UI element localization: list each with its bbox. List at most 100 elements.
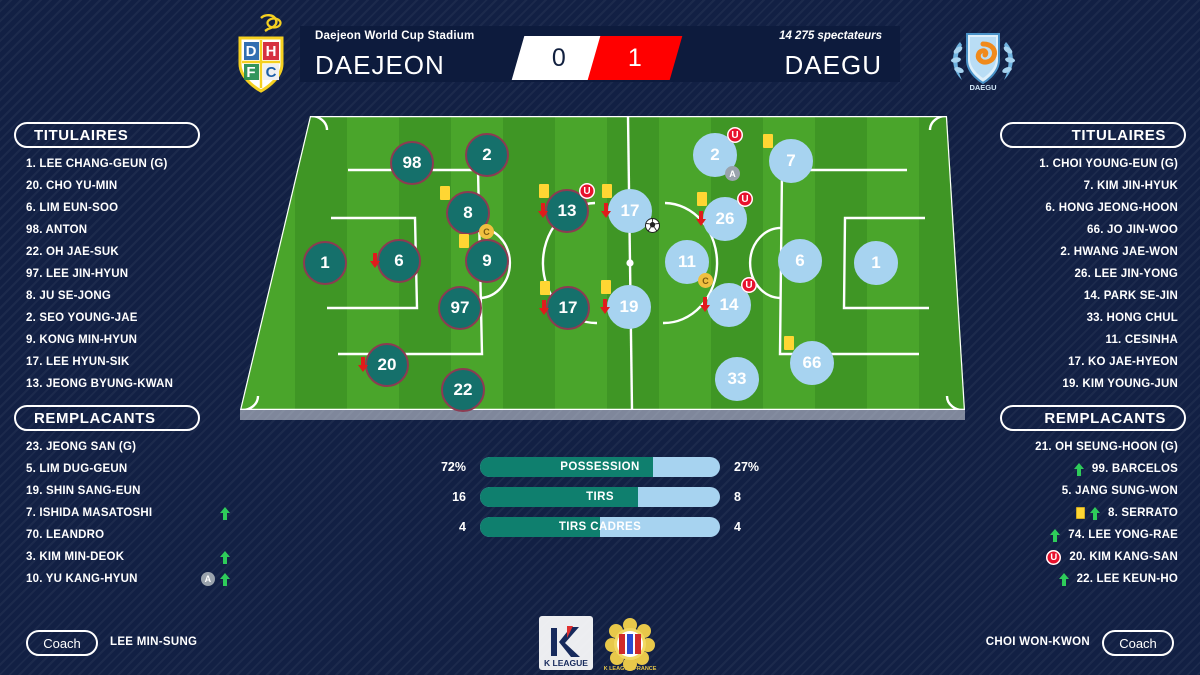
home-starters-panel: TITULAIRES 1. LEE CHANG-GEUN (G) 20. CHO … <box>14 122 264 395</box>
pitch-player-marker[interactable]: 26 U <box>696 191 753 241</box>
pitch-player-marker[interactable]: 1 <box>303 241 347 285</box>
player-name: 13. JEONG BYUNG-KWAN <box>26 378 174 390</box>
list-item[interactable]: 5. LIM DUG-GEUN <box>14 458 264 480</box>
pitch-player-marker[interactable]: 17 <box>539 281 590 330</box>
yellow-card-icon <box>601 280 611 294</box>
player-name: 98. ANTON <box>26 224 88 236</box>
yellow-card-icon <box>440 186 450 200</box>
list-item[interactable]: 5. JANG SUNG-WON <box>936 480 1186 502</box>
sub-off-arrow-icon <box>539 300 549 315</box>
k-league-logo: K LEAGUE <box>539 616 593 670</box>
pitch-player-marker[interactable]: 6 <box>370 239 421 283</box>
list-item[interactable]: 13. JEONG BYUNG-KWAN <box>14 373 264 395</box>
list-item[interactable]: U 20. KIM KANG-SAN <box>936 546 1186 568</box>
player-badges <box>220 550 264 564</box>
list-item[interactable]: 70. LEANDRO <box>14 524 264 546</box>
pitch-player-marker[interactable]: 9 <box>459 234 509 283</box>
scoreboard: 0 1 <box>511 36 683 80</box>
player-number: 2 <box>710 145 720 164</box>
pitch-player-marker[interactable]: 98 <box>390 141 434 185</box>
pitch-player-marker[interactable]: 97 <box>438 286 482 330</box>
list-item[interactable]: 3. KIM MIN-DEOK <box>14 546 264 568</box>
list-item[interactable]: 2. SEO YOUNG-JAE <box>14 307 264 329</box>
player-name: 1. LEE CHANG-GEUN (G) <box>26 158 168 170</box>
list-item[interactable]: 23. JEONG SAN (G) <box>14 436 264 458</box>
pitch-player-marker[interactable]: 33 <box>715 357 759 401</box>
list-item[interactable]: 6. LIM EUN-SOO <box>14 197 264 219</box>
list-item[interactable]: 6. HONG JEONG-HOON <box>936 197 1186 219</box>
list-item[interactable]: 22. LEE KEUN-HO <box>936 568 1186 590</box>
list-item[interactable]: 1. CHOI YOUNG-EUN (G) <box>936 153 1186 175</box>
player-name: 19. SHIN SANG-EUN <box>26 485 141 497</box>
yellow-card-icon <box>539 184 549 198</box>
u-badge: U <box>737 191 753 207</box>
player-name: 23. JEONG SAN (G) <box>26 441 137 453</box>
player-name: 20. KIM KANG-SAN <box>1069 551 1178 563</box>
player-number: 17 <box>558 298 578 317</box>
player-number: 1 <box>320 253 330 272</box>
list-item[interactable]: 26. LEE JIN-YONG <box>936 263 1186 285</box>
pitch-player-marker[interactable]: 20 <box>358 343 409 387</box>
list-item[interactable]: 21. OH SEUNG-HOON (G) <box>936 436 1186 458</box>
player-name: 10. YU KANG-HYUN <box>26 573 138 585</box>
pitch-player-marker[interactable]: 17 <box>601 184 660 233</box>
list-item[interactable]: 1. LEE CHANG-GEUN (G) <box>14 153 264 175</box>
list-item[interactable]: 74. LEE YONG-RAE <box>936 524 1186 546</box>
list-item[interactable]: 66. JO JIN-WOO <box>936 219 1186 241</box>
list-item[interactable]: 11. CESINHA <box>936 329 1186 351</box>
list-item[interactable]: 17. KO JAE-HYEON <box>936 351 1186 373</box>
list-item[interactable]: 33. HONG CHUL <box>936 307 1186 329</box>
player-number: 66 <box>802 353 822 372</box>
player-number: 1 <box>871 253 881 272</box>
pitch-player-marker[interactable]: 11 C <box>665 240 713 288</box>
pitch-player-marker[interactable]: 1 <box>854 241 898 285</box>
stat-row: 72% POSSESSION 27% <box>420 452 780 482</box>
list-item[interactable]: 97. LEE JIN-HYUN <box>14 263 264 285</box>
list-item[interactable]: 98. ANTON <box>14 219 264 241</box>
list-item[interactable]: 17. LEE HYUN-SIK <box>14 351 264 373</box>
pitch-player-marker[interactable]: 66 <box>784 336 834 385</box>
player-name: 17. KO JAE-HYEON <box>1068 356 1178 368</box>
stat-bar-fill <box>480 517 600 537</box>
list-item[interactable]: 8. SERRATO <box>936 502 1186 524</box>
assist-badge: A <box>725 166 740 181</box>
pitch-player-marker[interactable]: 6 <box>778 239 822 283</box>
list-item[interactable]: 22. OH JAE-SUK <box>14 241 264 263</box>
pitch-player-marker[interactable]: 14 U <box>700 277 757 327</box>
list-item[interactable]: 99. BARCELOS <box>936 458 1186 480</box>
list-item[interactable]: 20. CHO YU-MIN <box>14 175 264 197</box>
player-number: 7 <box>786 151 796 170</box>
list-item[interactable]: 8. JU SE-JONG <box>14 285 264 307</box>
pitch-player-marker[interactable]: 19 <box>600 280 651 329</box>
list-item[interactable]: 7. ISHIDA MASATOSHI <box>14 502 264 524</box>
svg-text:DAEGU: DAEGU <box>969 83 996 92</box>
u-badge: U <box>579 183 595 199</box>
pitch-player-marker[interactable]: 2 <box>465 133 509 177</box>
sub-off-arrow-icon <box>696 211 706 226</box>
list-item[interactable]: 19. KIM YOUNG-JUN <box>936 373 1186 395</box>
list-item[interactable]: 9. KONG MIN-HYUN <box>14 329 264 351</box>
player-name: 70. LEANDRO <box>26 529 105 541</box>
pitch-player-marker[interactable]: 13 U <box>538 183 595 233</box>
list-item[interactable]: 7. KIM JIN-HYUK <box>936 175 1186 197</box>
stat-away-value: 27% <box>734 460 760 474</box>
pitch-player-marker[interactable]: 7 <box>763 134 813 183</box>
list-item[interactable]: 14. PARK SE-JIN <box>936 285 1186 307</box>
sub-off-arrow-icon <box>600 299 610 314</box>
player-number: 13 <box>557 201 577 220</box>
player-name: 9. KONG MIN-HYUN <box>26 334 138 346</box>
stat-bar: TIRS CADRES <box>480 517 720 537</box>
svg-text:K LEAGUE FRANCE: K LEAGUE FRANCE <box>604 666 657 672</box>
player-name: 11. CESINHA <box>1105 334 1178 346</box>
pitch-player-marker[interactable]: 22 <box>441 368 485 412</box>
sub-off-arrow-icon <box>358 357 368 372</box>
list-item[interactable]: 2. HWANG JAE-WON <box>936 241 1186 263</box>
player-number: 22 <box>453 380 473 399</box>
player-badges <box>1049 572 1069 586</box>
u-badge: U <box>741 277 757 293</box>
player-name: 19. KIM YOUNG-JUN <box>1062 378 1178 390</box>
list-item[interactable]: 19. SHIN SANG-EUN <box>14 480 264 502</box>
list-item[interactable]: 10. YU KANG-HYUN A <box>14 568 264 590</box>
